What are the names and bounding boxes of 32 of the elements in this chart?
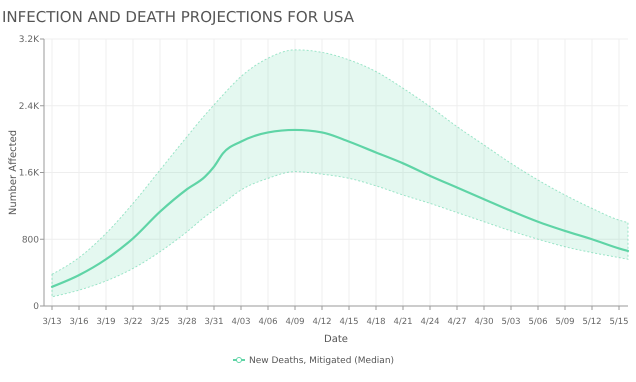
x-tick-label: 4/15 — [339, 317, 359, 327]
x-tick-label: 3/25 — [150, 317, 170, 327]
x-tick-label: 3/16 — [69, 317, 89, 327]
x-tick-label: 4/12 — [312, 317, 332, 327]
x-tick-label: 5/09 — [555, 317, 575, 327]
line-series — [50, 128, 630, 288]
x-tick-label: 3/28 — [177, 317, 197, 327]
y-tick-label: 3.2K — [18, 35, 40, 46]
x-tick-label: 4/27 — [447, 317, 467, 327]
x-tick-label: 5/15 — [609, 317, 629, 327]
x-tick-label: 4/21 — [393, 317, 413, 327]
x-tick-label: 4/03 — [231, 317, 251, 327]
legend-label: New Deaths, Mitigated (Median) — [249, 356, 394, 366]
x-tick-label: 5/12 — [582, 317, 602, 327]
x-tick-label: 4/24 — [420, 317, 440, 327]
x-tick-label: 3/19 — [96, 317, 116, 327]
x-tick-label: 3/22 — [123, 317, 143, 327]
y-axis-title: Number Affected — [8, 130, 19, 216]
x-tick-label: 3/31 — [204, 317, 224, 327]
chart-title: INFECTION AND DEATH PROJECTIONS FOR USA — [2, 8, 355, 26]
y-tick-label: 0 — [33, 302, 40, 312]
x-tick-label: 3/13 — [42, 317, 62, 327]
y-tick-label: 800 — [22, 235, 40, 246]
x-tick-label: 4/18 — [366, 317, 386, 327]
x-tick-label: 5/03 — [501, 317, 521, 327]
x-tick-label: 4/30 — [474, 317, 494, 327]
x-axis-title: Date — [324, 334, 348, 345]
y-tick-label: 1.6K — [18, 168, 40, 179]
x-tick-label: 5/06 — [528, 317, 548, 327]
x-tick-label: 4/06 — [258, 317, 278, 327]
y-tick-label: 2.4K — [18, 102, 40, 112]
x-tick-label: 4/09 — [285, 317, 305, 327]
